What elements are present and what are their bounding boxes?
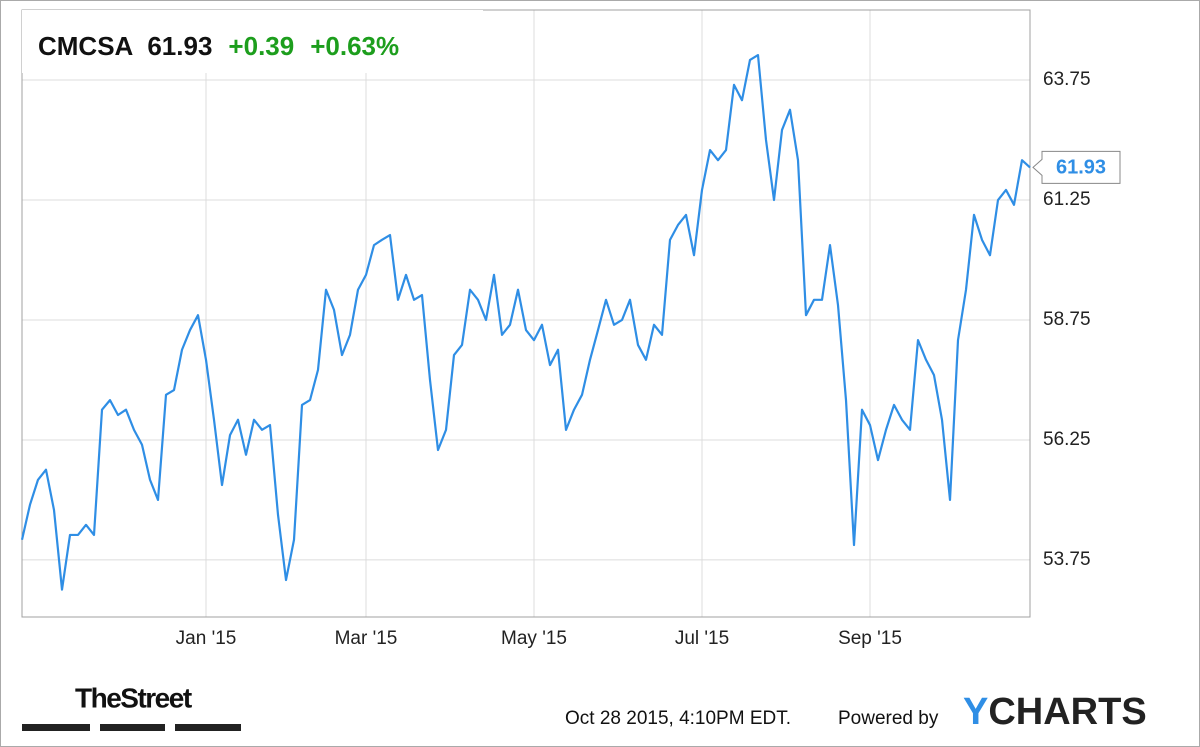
x-tick-label: Mar '15	[335, 628, 398, 649]
header-box	[22, 10, 483, 73]
brand: YCHARTS	[963, 691, 1147, 733]
last-value-label: 61.93	[1056, 157, 1106, 179]
source-logo: TheStreet	[75, 682, 192, 713]
y-tick-label: 58.75	[1043, 309, 1091, 330]
plot-background	[22, 10, 1030, 617]
timestamp: Oct 28 2015, 4:10PM EDT.	[565, 708, 791, 729]
x-tick-label: Jan '15	[176, 628, 237, 649]
logo-bar	[100, 724, 165, 731]
change: +0.39	[228, 31, 294, 61]
y-tick-label: 63.75	[1043, 69, 1091, 90]
x-tick-label: Jul '15	[675, 628, 729, 649]
x-tick-label: Sep '15	[838, 628, 902, 649]
header: CMCSA 61.93 +0.39 +0.63%	[38, 31, 399, 61]
plot-area: 53.75 56.25 58.75 61.25 63.75 Jan '15 Mar '15 M…	[20, 9, 1091, 649]
y-tick-label: 56.25	[1043, 429, 1091, 450]
x-tick-label: May '15	[501, 628, 567, 649]
price: 61.93	[147, 31, 212, 61]
change-pct: +0.63%	[310, 31, 399, 61]
brand-y: Y	[963, 691, 988, 733]
logo-bar	[22, 724, 90, 731]
y-tick-label: 61.25	[1043, 189, 1091, 210]
price-line	[20, 54, 1031, 591]
symbol: CMCSA	[38, 31, 134, 61]
plot-border	[21, 9, 1031, 618]
powered-by: Powered by	[838, 708, 939, 729]
logo-bar	[175, 724, 241, 731]
y-tick-label: 53.75	[1043, 549, 1091, 570]
last-value-callout	[1032, 150, 1121, 184]
brand-rest: CHARTS	[988, 691, 1146, 733]
